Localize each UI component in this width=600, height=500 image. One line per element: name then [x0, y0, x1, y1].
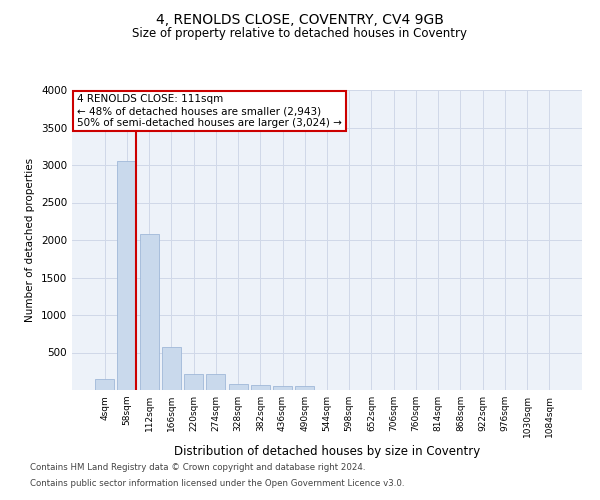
Bar [162, 347, 181, 390]
Bar [184, 374, 203, 390]
Bar [206, 374, 225, 390]
Text: 4, RENOLDS CLOSE, COVENTRY, CV4 9GB: 4, RENOLDS CLOSE, COVENTRY, CV4 9GB [156, 12, 444, 26]
Text: Size of property relative to detached houses in Coventry: Size of property relative to detached ho… [133, 28, 467, 40]
Bar [140, 234, 158, 390]
Bar [251, 385, 270, 390]
Bar [295, 386, 314, 390]
Bar [273, 386, 292, 390]
Y-axis label: Number of detached properties: Number of detached properties [25, 158, 35, 322]
Text: Contains public sector information licensed under the Open Government Licence v3: Contains public sector information licen… [30, 478, 404, 488]
Text: Contains HM Land Registry data © Crown copyright and database right 2024.: Contains HM Land Registry data © Crown c… [30, 464, 365, 472]
Bar [229, 384, 248, 390]
Bar [118, 160, 136, 390]
Bar [95, 379, 114, 390]
X-axis label: Distribution of detached houses by size in Coventry: Distribution of detached houses by size … [174, 446, 480, 458]
Text: 4 RENOLDS CLOSE: 111sqm
← 48% of detached houses are smaller (2,943)
50% of semi: 4 RENOLDS CLOSE: 111sqm ← 48% of detache… [77, 94, 342, 128]
